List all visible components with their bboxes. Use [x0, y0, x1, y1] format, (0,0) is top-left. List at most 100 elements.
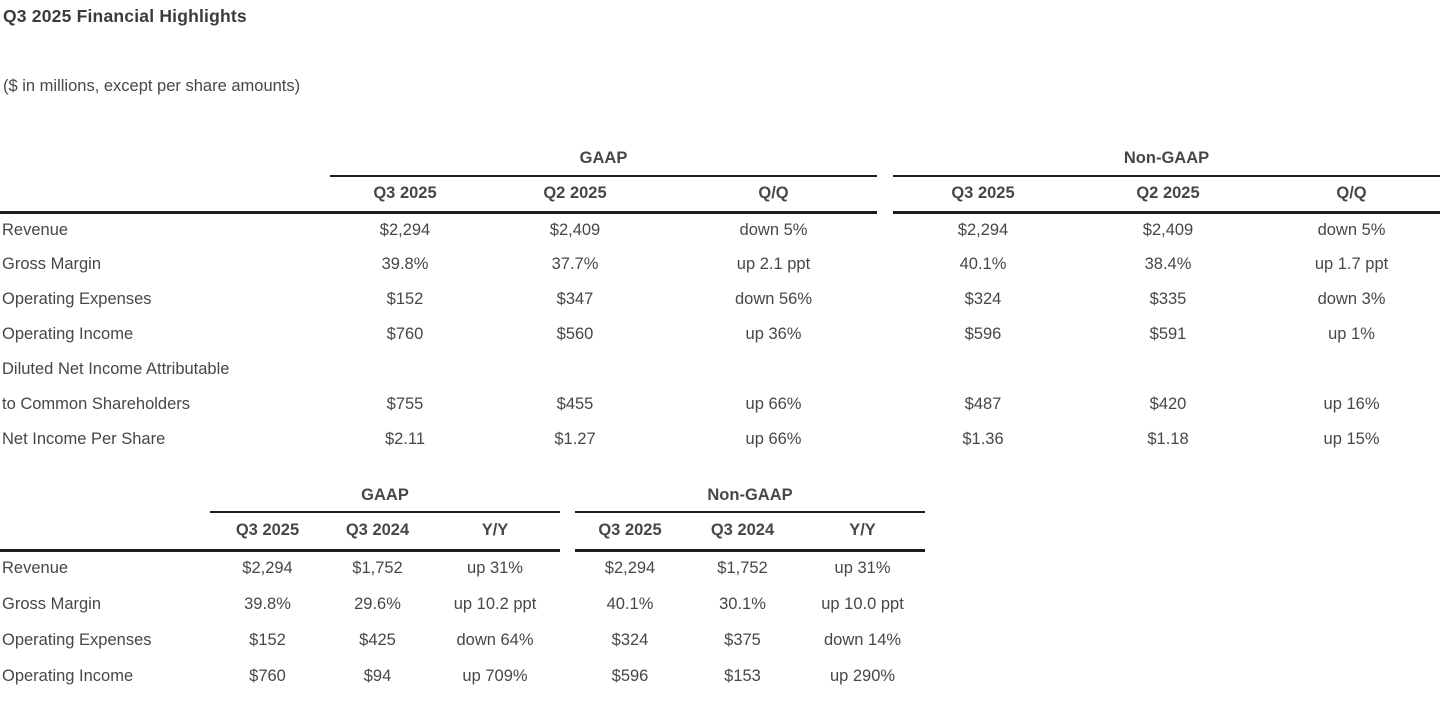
cell-value: $591: [1149, 325, 1187, 343]
cell-value: up 1%: [1328, 325, 1375, 343]
cell-value: $1.27: [554, 430, 596, 448]
cell-value: $2,294: [604, 559, 656, 578]
cell-value: $2,294: [957, 220, 1009, 239]
cell-value: $420: [1149, 395, 1187, 413]
cell-value: $2.11: [384, 430, 426, 448]
cell-value: $324: [611, 630, 649, 649]
row-label: Revenue: [2, 559, 69, 578]
page-title: Q3 2025 Financial Highlights: [3, 6, 247, 26]
cell-value: 29.6%: [354, 594, 401, 613]
cell-value: down 5%: [739, 220, 808, 239]
cell-value: up 709%: [462, 666, 528, 685]
cell-value: $153: [724, 666, 761, 685]
cell-value: $1.36: [962, 430, 1004, 448]
row-label: Revenue: [2, 220, 69, 239]
table-row: Operating Income $760 $94 up 709% $596 $…: [0, 658, 925, 694]
group-header-row: GAAP Non-GAAP: [0, 142, 1440, 177]
gap-cell: [877, 352, 893, 387]
cell-value: 39.8%: [381, 255, 429, 273]
gap-cell: [560, 550, 575, 586]
cell-value: up 2.1 ppt: [736, 255, 811, 273]
row-label: to Common Shareholders: [2, 395, 191, 413]
cell-value: $755: [386, 395, 424, 413]
gap-cell: [560, 586, 575, 622]
table-row: Net Income Per Share $2.11 $1.27 up 66% …: [0, 422, 1440, 457]
row-label: Net Income Per Share: [2, 430, 166, 448]
cell-value: $760: [386, 325, 424, 343]
cell-value: 40.1%: [959, 255, 1007, 273]
cell-value: down 5%: [1317, 220, 1386, 239]
cell-value: [480, 352, 670, 387]
table-row: to Common Shareholders $755 $455 up 66% …: [0, 387, 1440, 422]
gap-cell: [560, 512, 575, 550]
cell-value: up 66%: [745, 395, 802, 413]
cell-value: $1.18: [1147, 430, 1189, 448]
table-row: Operating Expenses $152 $347 down 56% $3…: [0, 282, 1440, 317]
cell-value: up 10.0 ppt: [821, 594, 904, 613]
cell-value: down 3%: [1317, 290, 1386, 308]
row-label: Operating Income: [2, 325, 134, 343]
gap-cell: [560, 658, 575, 694]
yoy-comparison-table: GAAP Non-GAAP Q3 2025 Q3 2024 Y/Y Q3 202…: [0, 480, 926, 694]
column-header: Q3 2025: [330, 176, 480, 214]
column-header: Q2 2025: [1073, 176, 1263, 214]
group-header-gaap: GAAP: [210, 480, 560, 513]
cell-value: up 16%: [1323, 395, 1380, 413]
table-row: Revenue $2,294 $2,409 down 5% $2,294 $2,…: [0, 212, 1440, 247]
row-label: Gross Margin: [2, 594, 102, 613]
cell-value: down 64%: [456, 630, 534, 649]
gap-cell: [877, 317, 893, 352]
column-header: Q3 2025: [893, 176, 1073, 214]
cell-value: [670, 352, 877, 387]
spacer-cell: [0, 480, 210, 512]
column-header: Q/Q: [670, 176, 877, 214]
group-header-non-gaap: Non-GAAP: [575, 480, 926, 513]
cell-value: $596: [611, 666, 649, 685]
row-label: Operating Expenses: [2, 290, 152, 308]
row-label: Gross Margin: [2, 255, 102, 273]
group-header-row: GAAP Non-GAAP: [0, 480, 926, 513]
cell-value: $560: [556, 325, 594, 343]
cell-value: up 15%: [1323, 430, 1380, 448]
column-header: Q3 2024: [325, 512, 430, 552]
column-header: Q3 2024: [685, 512, 800, 552]
gap-cell: [877, 142, 893, 176]
table-row: Diluted Net Income Attributable: [0, 352, 1440, 387]
spacer-cell: [0, 512, 210, 552]
cell-value: $1,752: [352, 559, 403, 578]
table-row: Gross Margin 39.8% 37.7% up 2.1 ppt 40.1…: [0, 247, 1440, 282]
cell-value: up 290%: [829, 666, 896, 685]
table-row: Operating Income $760 $560 up 36% $596 $…: [0, 317, 1440, 352]
group-header-gaap: GAAP: [330, 142, 877, 177]
cell-value: $487: [964, 395, 1002, 413]
row-label: Operating Expenses: [2, 630, 152, 649]
column-header: Q2 2025: [480, 176, 670, 214]
cell-value: 38.4%: [1144, 255, 1192, 273]
cell-value: up 1.7 ppt: [1314, 255, 1389, 273]
cell-value: $94: [363, 666, 392, 685]
gap-cell: [877, 212, 893, 247]
gap-cell: [877, 422, 893, 457]
cell-value: 30.1%: [719, 594, 766, 613]
cell-value: [893, 352, 1073, 387]
cell-value: $335: [1149, 290, 1187, 308]
gap-cell: [877, 282, 893, 317]
gap-cell: [560, 622, 575, 658]
cell-value: up 31%: [834, 559, 891, 578]
cell-value: $1,752: [717, 559, 768, 578]
table-row: Operating Expenses $152 $425 down 64% $3…: [0, 622, 925, 658]
cell-value: 37.7%: [551, 255, 599, 273]
column-header: Y/Y: [800, 512, 926, 552]
cell-value: [1263, 352, 1440, 387]
column-header: Q3 2025: [210, 512, 325, 552]
cell-value: 40.1%: [606, 594, 654, 613]
cell-value: up 10.2 ppt: [453, 594, 537, 613]
row-label: Diluted Net Income Attributable: [2, 360, 230, 378]
cell-value: up 36%: [745, 325, 802, 343]
gap-cell: [877, 247, 893, 282]
table-row: Gross Margin 39.8% 29.6% up 10.2 ppt 40.…: [0, 586, 925, 622]
gap-cell: [877, 387, 893, 422]
page-subtitle: ($ in millions, except per share amounts…: [3, 77, 301, 95]
cell-value: $2,409: [549, 220, 601, 239]
